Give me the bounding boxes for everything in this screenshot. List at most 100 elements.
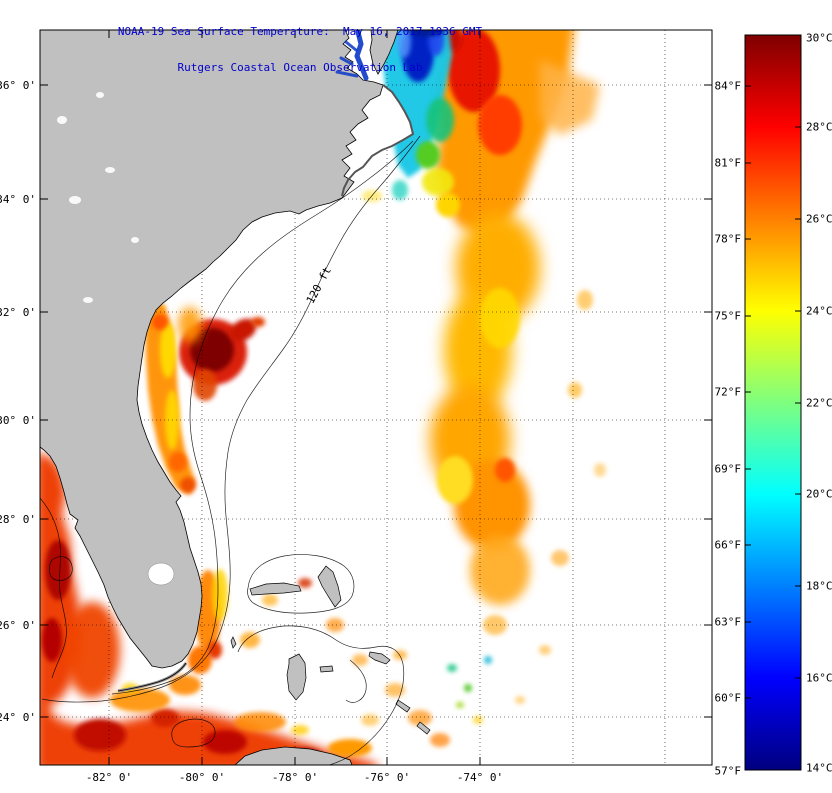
bahama-island: [416, 721, 431, 735]
colorbar-c-label: 16°C: [806, 671, 832, 685]
land-gap: [83, 297, 93, 303]
contour-line: [247, 554, 355, 614]
sst-patch: [464, 684, 472, 692]
colorbar-bar: [744, 34, 802, 771]
sst-patch: [229, 318, 257, 342]
cuba-land: [234, 746, 353, 765]
chesapeake-river-water: [335, 70, 359, 78]
contour-line: [237, 625, 405, 765]
x-tick-label: -80° 0': [179, 771, 225, 784]
bahama-island: [395, 699, 411, 713]
sst-patch: [208, 641, 222, 659]
sst-patch: [240, 632, 260, 648]
florida-keys-outline: [117, 662, 187, 692]
sst-patch: [540, 60, 600, 135]
y-tick-label: 24° 0': [0, 711, 36, 724]
sst-patch: [234, 712, 286, 732]
colorbar-f-label: 72°F: [714, 385, 742, 399]
sst-patch: [473, 716, 483, 724]
colorbar-f-label: 57°F: [714, 764, 742, 778]
land: [40, 30, 431, 765]
sst-patch: [352, 654, 368, 666]
colorbar-f-label: 84°F: [714, 79, 742, 93]
sst-patch: [326, 618, 344, 632]
chesapeake-river-water: [344, 40, 358, 52]
sst-patch: [478, 95, 522, 155]
colorbar-c-label: 28°C: [806, 120, 832, 134]
mainland-land: [40, 30, 384, 669]
colorbar-f-label: 78°F: [714, 232, 742, 246]
sst-patch: [110, 688, 170, 712]
sst-patch: [392, 180, 408, 200]
sst-patch: [152, 314, 168, 330]
colorbar-f-label: 75°F: [714, 309, 742, 323]
figure-subtitle: Rutgers Coastal Ocean Observation Lab: [177, 61, 423, 74]
colorbar-c-label: 14°C: [806, 761, 832, 775]
sst-patch: [454, 460, 530, 550]
bimini-island: [230, 636, 237, 649]
eleuthera-island: [368, 651, 391, 665]
colorbar-c-label: 26°C: [806, 212, 832, 226]
contour-line: [345, 659, 367, 703]
colorbar-c-label: 18°C: [806, 579, 832, 593]
contour-line: [40, 497, 67, 679]
contour-line: [111, 140, 414, 695]
sst-patch: [422, 168, 454, 196]
contour-line: [171, 718, 216, 748]
colorbar-f-label: 66°F: [714, 538, 742, 552]
sst-patch: [430, 733, 450, 747]
figure-titles: NOAA-19 Sea Surface Temperature: May 16,…: [0, 2, 600, 98]
y-tick-label: 28° 0': [0, 513, 36, 526]
axes: -82° 0' -80° 0' -78° 0' -76° 0' -74° 0' …: [0, 29, 713, 784]
colorbar-c-label: 20°C: [806, 487, 832, 501]
chesapeake-bay-water: [354, 30, 369, 81]
colorbar-f-label: 60°F: [714, 691, 742, 705]
y-tick-label: 32° 0': [0, 306, 36, 319]
sst-patch: [456, 702, 464, 708]
sst-patch: [178, 307, 202, 343]
sst-patch: [385, 683, 405, 697]
sst-patch: [42, 618, 62, 662]
grand-bahama-island: [249, 582, 302, 596]
lake-okeechobee: [147, 562, 175, 586]
sst-patch: [169, 675, 201, 695]
sst-patch: [408, 710, 432, 726]
sst-patch: [539, 645, 551, 655]
sst-patch: [515, 696, 525, 704]
sst-patch: [447, 664, 457, 672]
sst-patch: [180, 477, 196, 493]
sst-patch: [436, 193, 460, 217]
sst-gulf-mass: [40, 453, 377, 765]
sst-warm-eddy-core: [190, 328, 234, 372]
land-gap: [96, 92, 104, 98]
sst-field: [40, 30, 606, 765]
sst-patch: [45, 540, 71, 600]
x-tick-label: -78° 0': [272, 771, 318, 784]
sst-patch: [480, 288, 520, 348]
colorbar-c-label: 22°C: [806, 396, 832, 410]
sst-patch: [393, 650, 407, 660]
land-gap: [57, 116, 67, 124]
contour-line: [41, 135, 421, 703]
sst-patch: [484, 656, 492, 664]
contour-line: [49, 556, 73, 581]
sst-patch: [169, 452, 187, 472]
sst-patch: [251, 317, 265, 327]
colorbar-gradient: [744, 34, 802, 771]
colorbar-f-label: 63°F: [714, 615, 742, 629]
colorbar-c-label: 24°C: [806, 304, 832, 318]
andros-island: [286, 653, 307, 701]
colorbar-f-label: 81°F: [714, 156, 742, 170]
sst-patch: [404, 30, 446, 37]
sst-patch: [291, 725, 309, 735]
sst-patch: [328, 739, 372, 757]
chesapeake-river-water: [339, 56, 354, 66]
sst-patch: [470, 535, 530, 605]
sst-patch: [74, 719, 126, 751]
x-tick-label: -74° 0': [457, 771, 503, 784]
sst-patch: [416, 141, 440, 169]
land-gap: [131, 237, 139, 243]
sst-patch: [203, 730, 247, 754]
sst-patch: [483, 615, 507, 635]
